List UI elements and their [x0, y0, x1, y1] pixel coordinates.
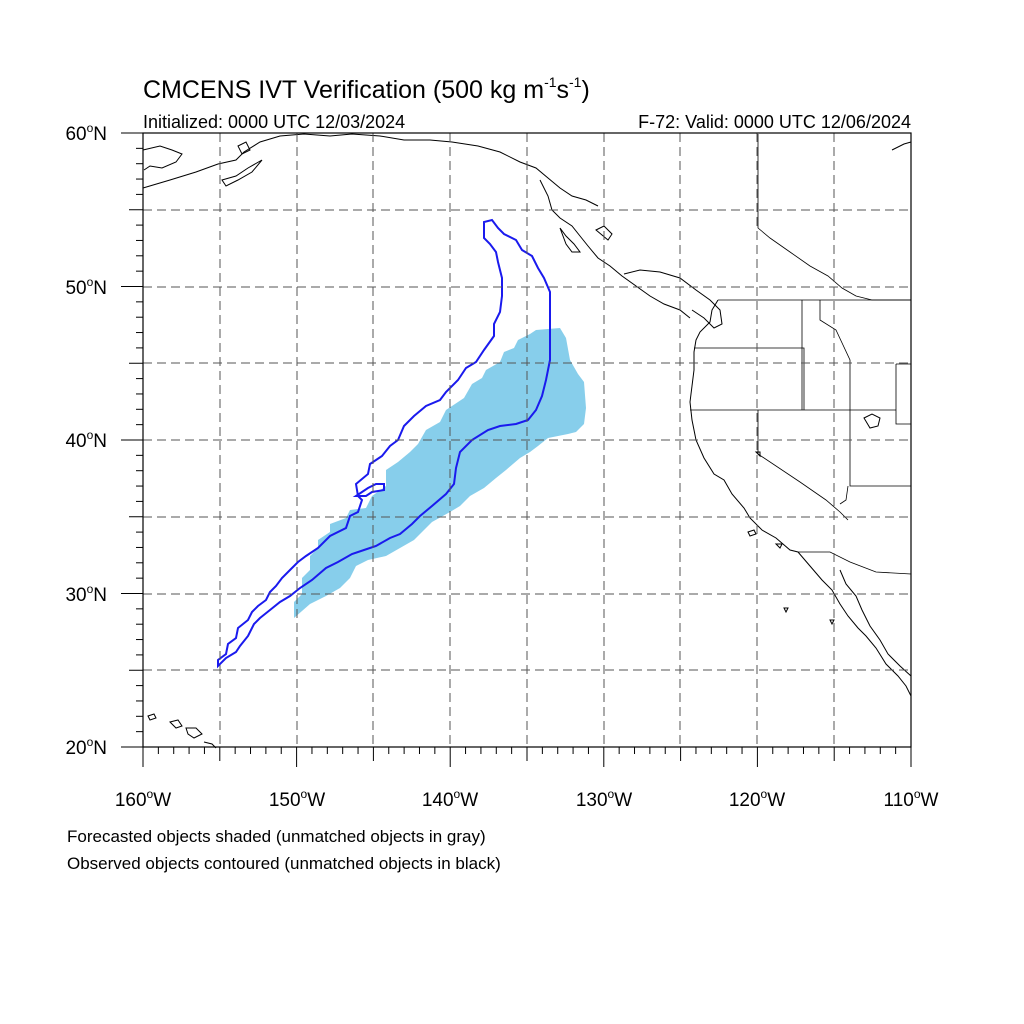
- lon-label-140: 140oW: [422, 787, 478, 811]
- lat-label-50: 50oN: [65, 275, 107, 299]
- lat-label-60: 60oN: [65, 121, 107, 145]
- forecast-object-shaded: [294, 328, 586, 618]
- valid-time-label: F-72: Valid: 0000 UTC 12/06/2024: [638, 112, 911, 132]
- caption-observed: Observed objects contoured (unmatched ob…: [67, 854, 501, 873]
- caption-forecast: Forecasted objects shaded (unmatched obj…: [67, 827, 486, 846]
- lat-labels: 60oN 50oN 40oN 30oN 20oN: [65, 121, 107, 759]
- axis-ticks: [121, 132, 912, 767]
- lon-label-130: 130oW: [576, 787, 632, 811]
- lon-label-150: 150oW: [269, 787, 325, 811]
- lon-label-120: 120oW: [729, 787, 785, 811]
- init-time-label: Initialized: 0000 UTC 12/03/2024: [143, 112, 405, 132]
- observed-object-contour: [217, 218, 551, 669]
- lat-label-20: 20oN: [65, 735, 107, 759]
- figure-title: CMCENS IVT Verification (500 kg m-1s-1): [143, 74, 590, 104]
- lon-label-160: 160oW: [115, 787, 171, 811]
- lon-labels: 160oW 150oW 140oW 130oW 120oW 110oW: [115, 787, 939, 811]
- graticule: [143, 133, 911, 747]
- political-borders: [690, 134, 912, 575]
- lat-label-30: 30oN: [65, 582, 107, 606]
- lon-label-110: 110oW: [884, 787, 939, 811]
- lat-label-40: 40oN: [65, 428, 107, 452]
